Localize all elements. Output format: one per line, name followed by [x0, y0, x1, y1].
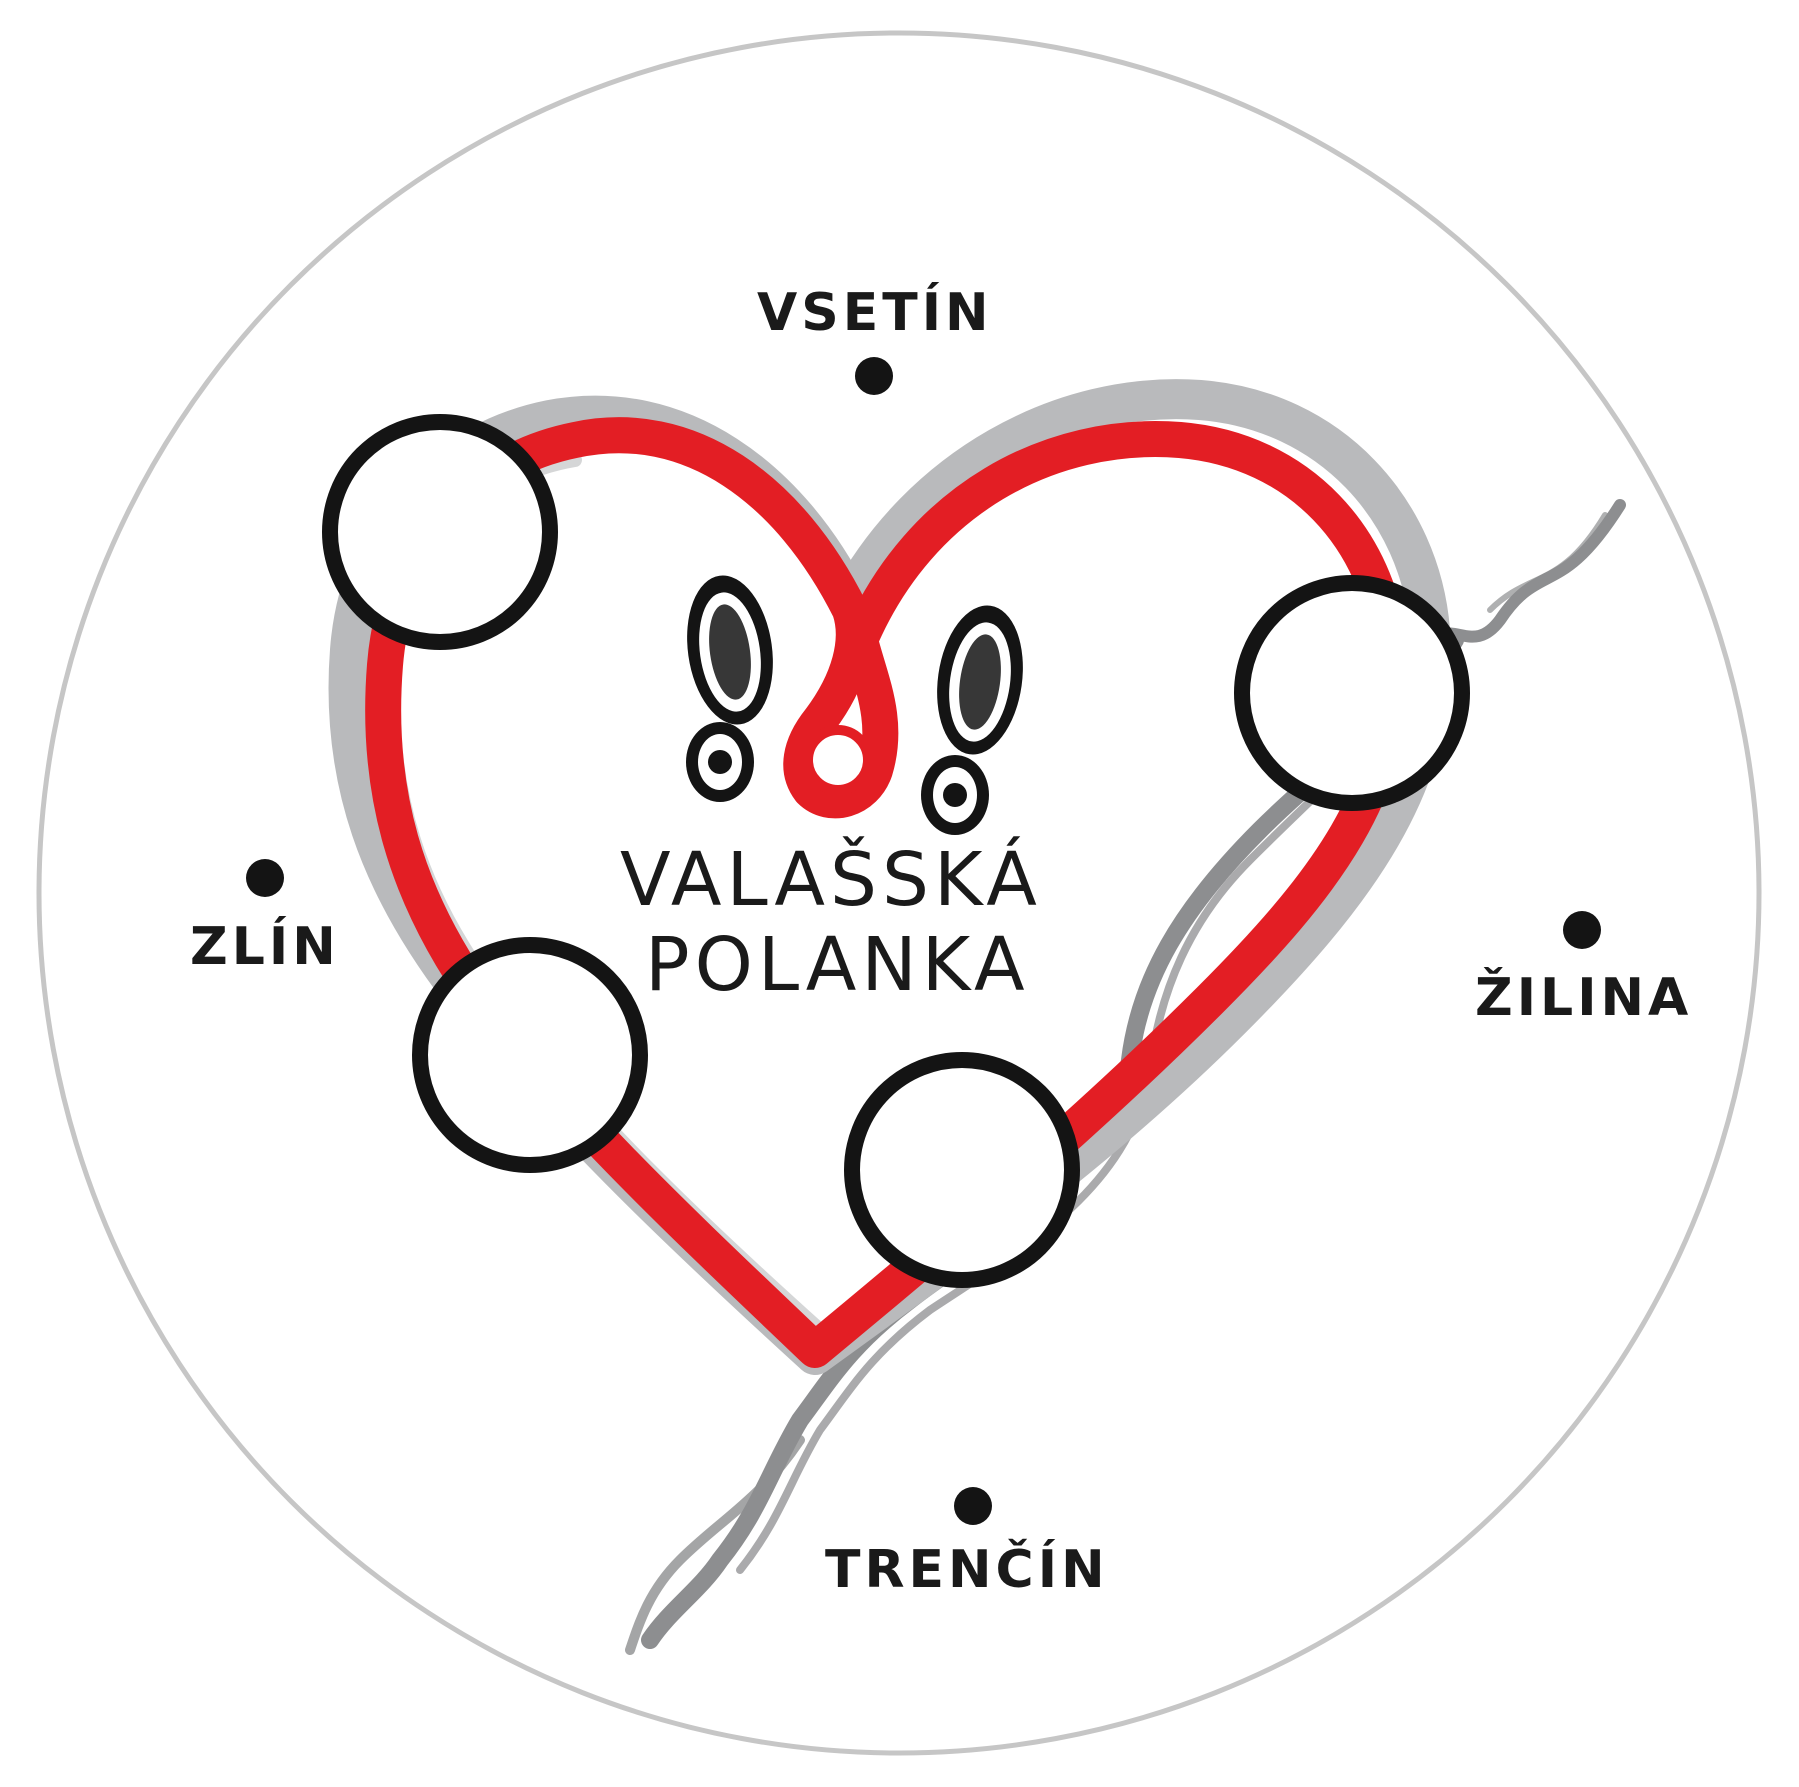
route-start-circle [803, 725, 873, 795]
city-markers [246, 357, 1601, 1525]
city-dot-trencin [954, 1487, 992, 1525]
logo-line-2: POLANKA [645, 922, 1030, 1008]
city-dot-zilina [1563, 911, 1601, 949]
checkpoints [322, 414, 1470, 1288]
checkpoint-circle [1234, 575, 1470, 811]
city-label-zilina: ŽILINA [1475, 967, 1692, 1028]
city-label-trencin: TRENČÍN [825, 1538, 1109, 1600]
logo-line-1: VALAŠSKÁ [620, 835, 1042, 923]
city-label-vsetin: VSETÍN [757, 282, 993, 343]
footprint-left-icon [686, 575, 773, 802]
checkpoint-circle [412, 937, 648, 1173]
checkpoint-circle [844, 1052, 1080, 1288]
city-dot-vsetin [855, 357, 893, 395]
city-label-zlin: ZLÍN [190, 916, 340, 977]
footprint-right-icon [921, 605, 1023, 835]
city-dot-zlin [246, 859, 284, 897]
checkpoint-circle [322, 414, 558, 650]
